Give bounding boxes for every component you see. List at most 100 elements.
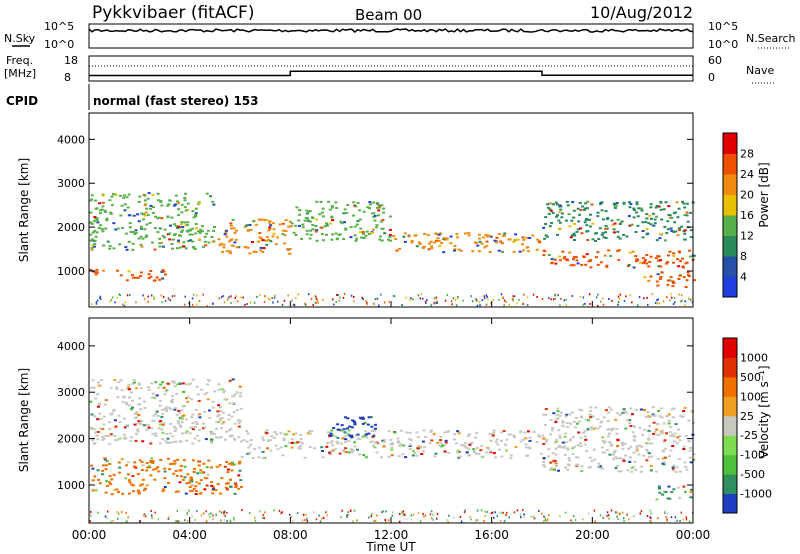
- data-cell: [155, 394, 159, 397]
- data-cell: [188, 509, 190, 512]
- data-cell: [367, 416, 371, 419]
- colorbar-swatch: [723, 235, 737, 257]
- data-cell: [667, 419, 671, 422]
- data-cell: [163, 467, 167, 470]
- data-cell: [350, 434, 354, 437]
- data-cell: [593, 458, 597, 461]
- y-tick-label: 2000: [57, 433, 85, 446]
- data-cell: [614, 206, 617, 209]
- data-cell: [199, 228, 203, 231]
- colorbar-level-label: 500: [740, 371, 761, 384]
- data-cell: [180, 409, 184, 412]
- data-cell: [132, 379, 136, 382]
- date-label: 10/Aug/2012: [590, 3, 693, 22]
- data-cell: [176, 200, 179, 203]
- data-cell: [689, 229, 693, 232]
- data-cell: [150, 396, 154, 399]
- data-cell: [94, 431, 98, 434]
- data-cell: [281, 511, 284, 514]
- data-cell: [670, 296, 673, 299]
- data-cell: [417, 294, 420, 297]
- data-cell: [508, 303, 511, 306]
- data-cell: [533, 517, 536, 520]
- data-cell: [173, 294, 176, 297]
- data-cell: [312, 304, 314, 307]
- data-cell: [127, 479, 131, 482]
- data-cell: [512, 299, 515, 302]
- data-cell: [189, 476, 193, 479]
- data-cell: [217, 383, 221, 386]
- data-cell: [89, 211, 93, 214]
- data-cell: [95, 302, 98, 305]
- data-cell: [608, 298, 610, 300]
- data-cell: [345, 212, 349, 214]
- data-cell: [267, 297, 270, 300]
- data-cell: [352, 520, 354, 523]
- data-cell: [90, 246, 94, 249]
- data-cell: [484, 515, 486, 518]
- data-cell: [544, 234, 548, 237]
- data-cell: [178, 234, 181, 237]
- data-cell: [104, 468, 108, 471]
- data-cell: [120, 389, 124, 392]
- data-cell: [459, 249, 463, 252]
- data-cell: [183, 206, 187, 209]
- data-cell: [353, 445, 357, 448]
- data-cell: [268, 221, 272, 224]
- data-cell: [462, 299, 464, 302]
- data-cell: [299, 438, 303, 440]
- data-cell: [119, 274, 123, 277]
- data-cell: [412, 298, 414, 301]
- data-cell: [96, 431, 100, 433]
- data-cell: [565, 413, 569, 416]
- data-cell: [177, 422, 180, 425]
- data-cell: [131, 274, 134, 277]
- data-cell: [401, 453, 405, 456]
- data-cell: [659, 200, 663, 203]
- data-cell: [276, 448, 280, 451]
- data-cell: [594, 406, 598, 409]
- data-cell: [450, 300, 453, 303]
- data-cell: [177, 241, 181, 244]
- data-cell: [484, 510, 486, 513]
- data-cell: [212, 518, 214, 521]
- data-cell: [584, 438, 588, 441]
- data-cell: [500, 455, 504, 458]
- data-cell: [644, 220, 648, 223]
- data-cell: [257, 456, 261, 459]
- data-cell: [677, 458, 681, 460]
- data-cell: [331, 434, 335, 436]
- data-cell: [589, 259, 593, 262]
- data-cell: [97, 384, 101, 387]
- data-cell: [614, 467, 618, 470]
- data-cell: [342, 296, 345, 299]
- data-cell: [218, 492, 222, 495]
- data-cell: [692, 254, 696, 257]
- data-cell: [212, 487, 216, 490]
- data-cell: [456, 430, 460, 433]
- data-cell: [320, 446, 324, 449]
- data-cell: [150, 294, 153, 297]
- data-cell: [225, 250, 229, 253]
- data-cell: [287, 225, 291, 228]
- data-cell: [169, 463, 172, 465]
- data-cell: [173, 462, 177, 465]
- data-cell: [91, 243, 95, 246]
- data-cell: [602, 517, 604, 519]
- data-cell: [229, 478, 232, 481]
- data-cell: [161, 277, 165, 280]
- data-cell: [101, 435, 105, 438]
- data-cell: [91, 467, 95, 470]
- data-cell: [157, 216, 161, 219]
- data-cell: [210, 236, 214, 238]
- data-cell: [568, 439, 572, 442]
- data-cell: [183, 221, 187, 224]
- data-cell: [153, 295, 155, 298]
- data-cell: [602, 236, 606, 239]
- data-cell: [151, 420, 155, 423]
- data-cell: [608, 453, 612, 456]
- data-cell: [446, 519, 448, 521]
- data-cell: [160, 270, 164, 273]
- data-cell: [364, 430, 368, 433]
